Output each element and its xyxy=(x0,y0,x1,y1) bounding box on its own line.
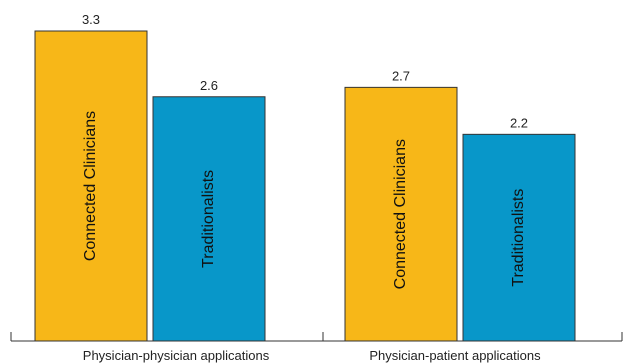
bar-traditionalists-1 xyxy=(152,96,266,342)
category-label: Physician-physician applications xyxy=(83,348,270,363)
data-label: 2.6 xyxy=(200,78,218,93)
x-axis xyxy=(10,332,623,342)
bar-traditionalists-2 xyxy=(462,133,576,342)
series-label: Traditionalists xyxy=(200,170,217,268)
data-label: 3.3 xyxy=(82,12,100,27)
labels-group: 3.3 Connected Clinicians 2.6 Traditionalist… xyxy=(82,12,541,363)
bars-group xyxy=(34,30,576,342)
bar-connected-clinicians-1 xyxy=(34,30,148,342)
category-label: Physician-patient applications xyxy=(369,348,541,363)
data-label: 2.2 xyxy=(510,115,528,130)
series-label: Connected Clinicians xyxy=(82,111,99,261)
data-label: 2.7 xyxy=(392,68,410,83)
series-label: Traditionalists xyxy=(510,189,527,287)
bar-connected-clinicians-2 xyxy=(344,86,458,342)
series-label: Connected Clinicians xyxy=(392,139,409,289)
